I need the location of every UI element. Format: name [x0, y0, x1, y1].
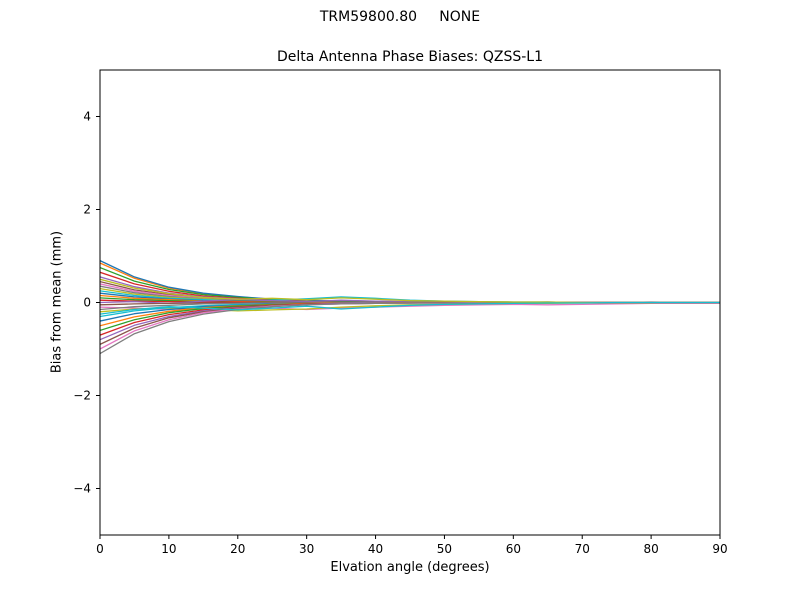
x-tick-label: 40: [368, 542, 383, 556]
series-line-line-30: [100, 301, 720, 315]
x-tick-label: 80: [643, 542, 658, 556]
x-tick-label: 60: [506, 542, 521, 556]
x-tick-label: 90: [712, 542, 727, 556]
y-tick-label: −2: [73, 389, 91, 403]
figure-title: TRM59800.80 NONE: [319, 9, 481, 25]
x-tick-label: 10: [161, 542, 176, 556]
x-axis-label: Elvation angle (degrees): [330, 560, 490, 575]
x-tick-label: 50: [437, 542, 452, 556]
axes-title: Delta Antenna Phase Biases: QZSS-L1: [277, 49, 543, 65]
x-tick-label: 0: [96, 542, 104, 556]
series-group: [100, 260, 720, 355]
y-tick-label: 0: [83, 296, 91, 310]
y-axis-label: Bias from mean (mm): [49, 230, 65, 374]
y-tick-label: 2: [83, 203, 91, 217]
y-tick-label: −4: [73, 482, 91, 496]
x-tick-label: 30: [299, 542, 314, 556]
x-tick-label: 70: [575, 542, 590, 556]
x-tick-label: 20: [230, 542, 245, 556]
y-tick-label: 4: [83, 110, 91, 124]
